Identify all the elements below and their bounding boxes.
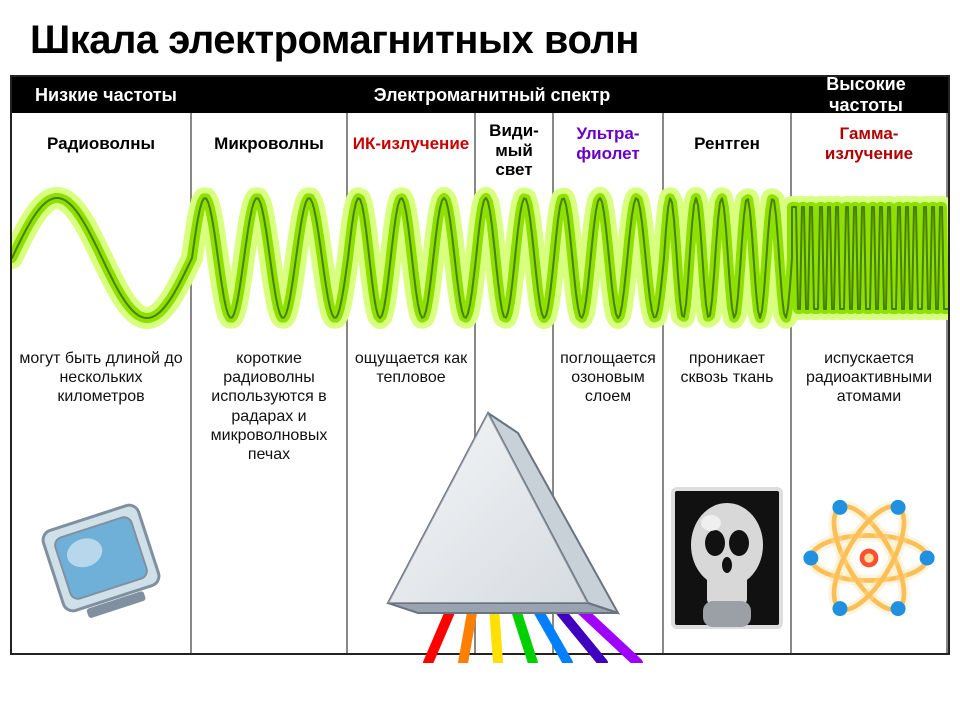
header-left: Низкие частоты <box>12 85 192 106</box>
spectrum-diagram: Низкие частоты Электромагнитный спектр В… <box>10 75 950 655</box>
atom-icon <box>792 463 946 653</box>
col-desc-gamma: испускается радиоактив­ными атомами <box>792 343 946 463</box>
col-desc-visible <box>476 356 552 476</box>
col-desc-radio: могут быть длиной до нескольких километр… <box>12 343 190 463</box>
col-desc-ir: ощущается как тепловое <box>348 343 474 463</box>
col-radio: Радиоволны могут быть длиной до нескольки… <box>12 113 192 653</box>
col-micro: Микроволны короткие радиоволны используют… <box>192 113 348 653</box>
col-desc-xray: проникает сквозь ткань <box>664 343 790 463</box>
none-icon <box>554 463 662 653</box>
none-icon <box>192 468 346 653</box>
skull-icon <box>664 463 790 653</box>
col-gamma: Гамма-излучение испускается радиоактив­ны… <box>792 113 948 653</box>
col-ir: ИК-излучение ощущается как тепловое <box>348 113 476 653</box>
col-title-micro: Микроволны <box>192 113 346 173</box>
page-title: Шкала электромагнитных волн <box>0 0 960 71</box>
col-desc-uv: поглоща­ется озоно­вым слоем <box>554 343 662 463</box>
col-xray: Рентген проникает сквозь ткань <box>664 113 792 653</box>
col-visible: Види­мый свет <box>476 113 554 653</box>
header-right: Высокие частоты <box>792 74 948 116</box>
col-title-radio: Радиоволны <box>12 113 190 173</box>
prism_back-icon <box>348 463 474 653</box>
col-title-visible: Види­мый свет <box>476 113 552 186</box>
col-desc-micro: короткие радиоволны используются в радар… <box>192 343 346 468</box>
header-row: Низкие частоты Электромагнитный спектр В… <box>12 77 948 113</box>
col-title-uv: Ультра­фиолет <box>554 113 662 173</box>
col-title-gamma: Гамма-излучение <box>792 113 946 173</box>
columns: Радиоволны могут быть длиной до нескольки… <box>12 113 948 653</box>
header-center: Электромагнитный спектр <box>192 85 792 106</box>
col-uv: Ультра­фиолет поглоща­ется озоно­вым слое… <box>554 113 664 653</box>
col-title-ir: ИК-излучение <box>348 113 474 173</box>
col-title-xray: Рентген <box>664 113 790 173</box>
tv-icon <box>12 463 190 653</box>
prism_front-icon <box>476 476 552 653</box>
